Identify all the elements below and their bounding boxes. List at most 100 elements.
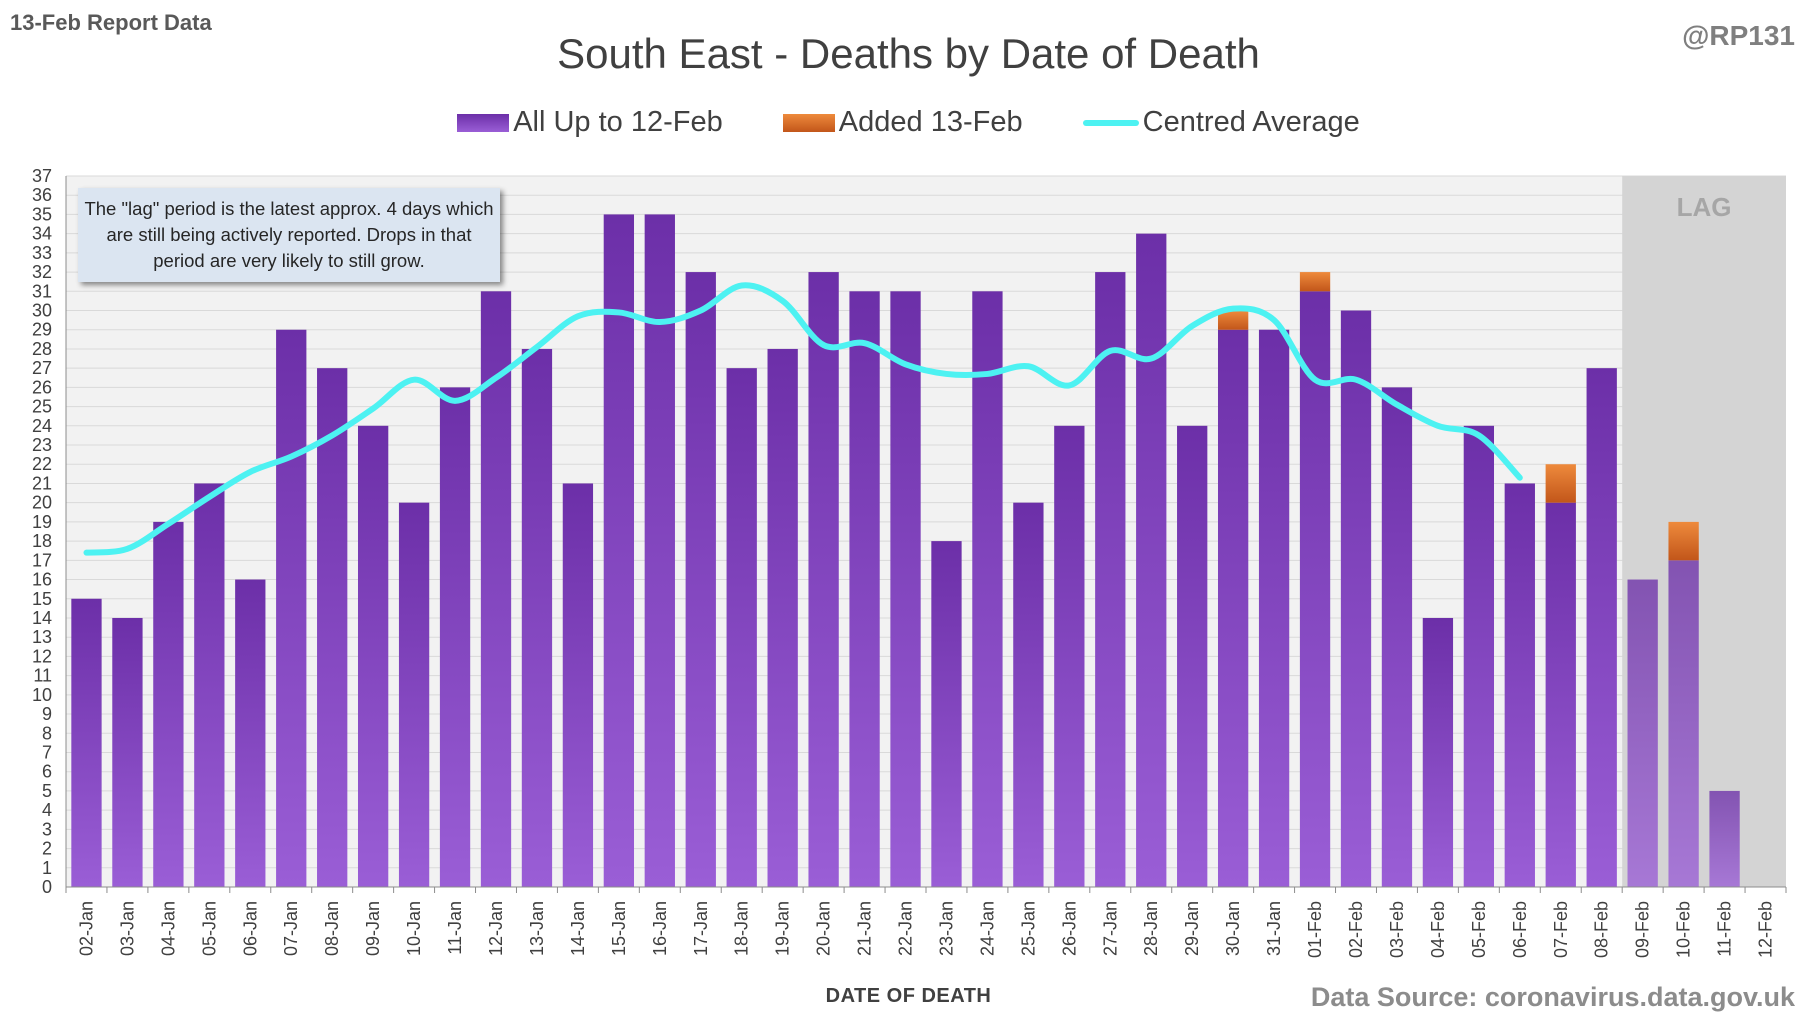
x-tick-label: 07-Jan xyxy=(281,901,301,956)
y-tick-label: 37 xyxy=(32,166,52,186)
bar-all-30-Jan xyxy=(1217,329,1249,887)
x-tick-label: 12-Feb xyxy=(1756,901,1776,958)
y-tick-label: 17 xyxy=(32,550,52,570)
y-tick-label: 11 xyxy=(33,666,52,686)
y-tick-label: 15 xyxy=(32,589,52,609)
x-tick-label: 11-Jan xyxy=(445,901,465,955)
bar-all-26-Jan xyxy=(1054,425,1085,887)
y-tick-label: 23 xyxy=(32,435,52,455)
x-tick-label: 13-Jan xyxy=(527,901,547,956)
data-source: Data Source: coronavirus.data.gov.uk xyxy=(1310,982,1795,1012)
x-tick-label: 10-Jan xyxy=(404,901,424,956)
bar-all-10-Jan xyxy=(398,502,430,887)
bar-all-25-Jan xyxy=(1013,502,1044,887)
chart-title: South East - Deaths by Date of Death xyxy=(557,30,1260,77)
y-tick-label: 1 xyxy=(42,858,52,878)
bar-all-12-Jan xyxy=(480,291,512,887)
legend-label-all: All Up to 12-Feb xyxy=(513,105,723,138)
y-tick-label: 6 xyxy=(42,762,52,782)
x-tick-label: 29-Jan xyxy=(1182,901,1202,956)
bar-added-10-Feb xyxy=(1668,521,1699,561)
y-tick-label: 10 xyxy=(32,685,52,705)
x-axis-title: DATE OF DEATH xyxy=(825,985,992,1007)
bar-all-29-Jan xyxy=(1177,425,1208,887)
x-tick-label: 08-Jan xyxy=(322,901,342,956)
axes xyxy=(65,176,1787,893)
legend-item-all: All Up to 12-Feb xyxy=(457,106,723,139)
bar-all-05-Jan xyxy=(194,483,225,887)
x-tick-label: 06-Feb xyxy=(1510,901,1530,958)
bar-all-06-Feb xyxy=(1504,483,1535,887)
legend-swatch-purple xyxy=(457,114,510,133)
y-tick-label: 35 xyxy=(32,204,52,224)
x-tick-label: 20-Jan xyxy=(814,901,834,956)
y-tick-label: 36 xyxy=(32,185,52,205)
x-tick-label: 01-Feb xyxy=(1305,901,1325,958)
grid-lines xyxy=(66,175,1786,869)
bar-all-15-Jan xyxy=(603,214,635,887)
bar-all-03-Feb xyxy=(1381,387,1413,887)
legend-item-added: Added 13-Feb xyxy=(782,105,1023,139)
x-tick-label: 11-Feb xyxy=(1715,901,1735,957)
x-tick-label: 03-Jan xyxy=(117,901,137,956)
x-tick-label: 06-Jan xyxy=(240,901,260,956)
bar-all-02-Feb xyxy=(1340,310,1372,887)
y-tick-label: 32 xyxy=(32,262,52,282)
plot-area xyxy=(66,176,1786,887)
y-tick-label: 26 xyxy=(32,377,52,397)
lag-label: LAG xyxy=(1677,192,1732,222)
y-tick-label: 30 xyxy=(32,301,52,321)
bar-added-07-Feb xyxy=(1545,464,1576,503)
bar-all-17-Jan xyxy=(685,272,716,888)
x-tick-labels: 02-Jan 03-Jan 04-Jan 05-Jan 06-Jan 07-Jan 08-J… xyxy=(76,901,1775,958)
x-tick-label: 02-Jan xyxy=(76,901,96,956)
x-tick-label: 25-Jan xyxy=(1018,901,1038,956)
y-tick-label: 2 xyxy=(42,839,52,859)
y-tick-label: 4 xyxy=(42,800,52,820)
y-tick-label: 29 xyxy=(32,320,52,340)
y-tick-label: 24 xyxy=(32,416,52,436)
y-tick-label: 28 xyxy=(32,339,52,359)
bar-all-03-Jan xyxy=(112,617,143,887)
x-tick-label: 23-Jan xyxy=(936,901,956,956)
y-tick-label: 21 xyxy=(32,473,52,493)
x-tick-label: 18-Jan xyxy=(732,901,752,956)
x-tick-label: 09-Feb xyxy=(1633,901,1653,958)
y-tick-label: 9 xyxy=(42,704,52,724)
y-tick-label: 33 xyxy=(32,243,52,263)
x-tick-label: 02-Feb xyxy=(1346,901,1366,958)
x-tick-label: 05-Jan xyxy=(199,901,219,956)
x-tick-label: 08-Feb xyxy=(1592,901,1612,958)
legend-label-added: Added 13-Feb xyxy=(838,105,1023,138)
bar-all-16-Jan xyxy=(644,214,675,887)
y-tick-label: 22 xyxy=(32,454,52,474)
y-tick-label: 20 xyxy=(32,493,52,513)
legend-swatch-orange xyxy=(782,114,835,133)
y-tick-labels: 0123456789101112131415161718192021222324… xyxy=(32,166,52,897)
bar-all-21-Jan xyxy=(849,291,880,887)
bar-all-11-Jan xyxy=(439,387,471,887)
bar-all-31-Jan xyxy=(1258,329,1290,887)
legend: All Up to 12-Feb Added 13-Feb Centred Av… xyxy=(0,105,1817,139)
bar-all-06-Jan xyxy=(235,579,266,887)
bar-added-30-Jan xyxy=(1217,310,1249,330)
centred-average-line xyxy=(83,282,1523,556)
x-tick-label: 07-Feb xyxy=(1551,901,1571,958)
x-tick-label: 27-Jan xyxy=(1100,901,1120,956)
bar-all-11-Feb xyxy=(1709,790,1740,887)
y-tick-label: 0 xyxy=(42,877,52,897)
lag-note-box: The "lag" period is the latest approx. 4… xyxy=(78,188,500,282)
bar-all-02-Jan xyxy=(71,598,102,887)
x-tick-label: 28-Jan xyxy=(1141,901,1161,956)
y-tick-label: 25 xyxy=(32,397,52,417)
legend-item-average: Centred Average xyxy=(1082,105,1360,139)
bar-all-08-Feb xyxy=(1586,368,1617,887)
bar-all-09-Feb xyxy=(1627,579,1658,887)
x-tick-label: 15-Jan xyxy=(609,901,629,956)
x-tick-label: 12-Jan xyxy=(486,901,506,956)
bar-all-22-Jan xyxy=(890,291,921,887)
bar-all-04-Feb xyxy=(1422,617,1454,887)
x-tick-label: 09-Jan xyxy=(363,901,383,956)
x-tick-label: 04-Feb xyxy=(1428,901,1448,958)
legend-label-average: Centred Average xyxy=(1142,105,1360,138)
